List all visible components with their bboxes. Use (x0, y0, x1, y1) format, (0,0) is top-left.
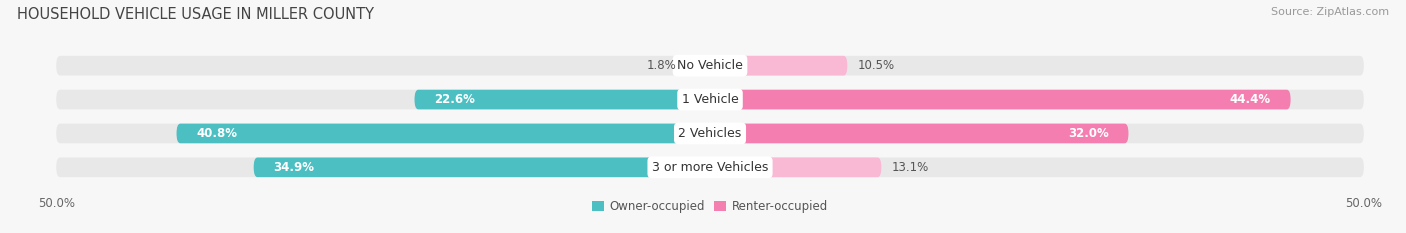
Text: 3 or more Vehicles: 3 or more Vehicles (652, 161, 768, 174)
FancyBboxPatch shape (710, 158, 882, 177)
Text: 22.6%: 22.6% (434, 93, 475, 106)
FancyBboxPatch shape (56, 56, 1364, 75)
Text: 1 Vehicle: 1 Vehicle (682, 93, 738, 106)
FancyBboxPatch shape (56, 124, 1364, 143)
Text: 1.8%: 1.8% (647, 59, 676, 72)
Text: 32.0%: 32.0% (1069, 127, 1109, 140)
Text: 44.4%: 44.4% (1230, 93, 1271, 106)
Text: No Vehicle: No Vehicle (678, 59, 742, 72)
Text: 2 Vehicles: 2 Vehicles (679, 127, 741, 140)
Text: 40.8%: 40.8% (197, 127, 238, 140)
Text: 13.1%: 13.1% (891, 161, 929, 174)
FancyBboxPatch shape (253, 158, 710, 177)
FancyBboxPatch shape (177, 124, 710, 143)
FancyBboxPatch shape (415, 90, 710, 109)
Text: 34.9%: 34.9% (273, 161, 315, 174)
FancyBboxPatch shape (56, 90, 1364, 109)
Text: HOUSEHOLD VEHICLE USAGE IN MILLER COUNTY: HOUSEHOLD VEHICLE USAGE IN MILLER COUNTY (17, 7, 374, 22)
Text: 10.5%: 10.5% (858, 59, 894, 72)
Text: Source: ZipAtlas.com: Source: ZipAtlas.com (1271, 7, 1389, 17)
FancyBboxPatch shape (56, 158, 1364, 177)
FancyBboxPatch shape (686, 56, 710, 75)
FancyBboxPatch shape (710, 124, 1129, 143)
FancyBboxPatch shape (710, 56, 848, 75)
FancyBboxPatch shape (710, 90, 1291, 109)
Legend: Owner-occupied, Renter-occupied: Owner-occupied, Renter-occupied (586, 195, 834, 218)
